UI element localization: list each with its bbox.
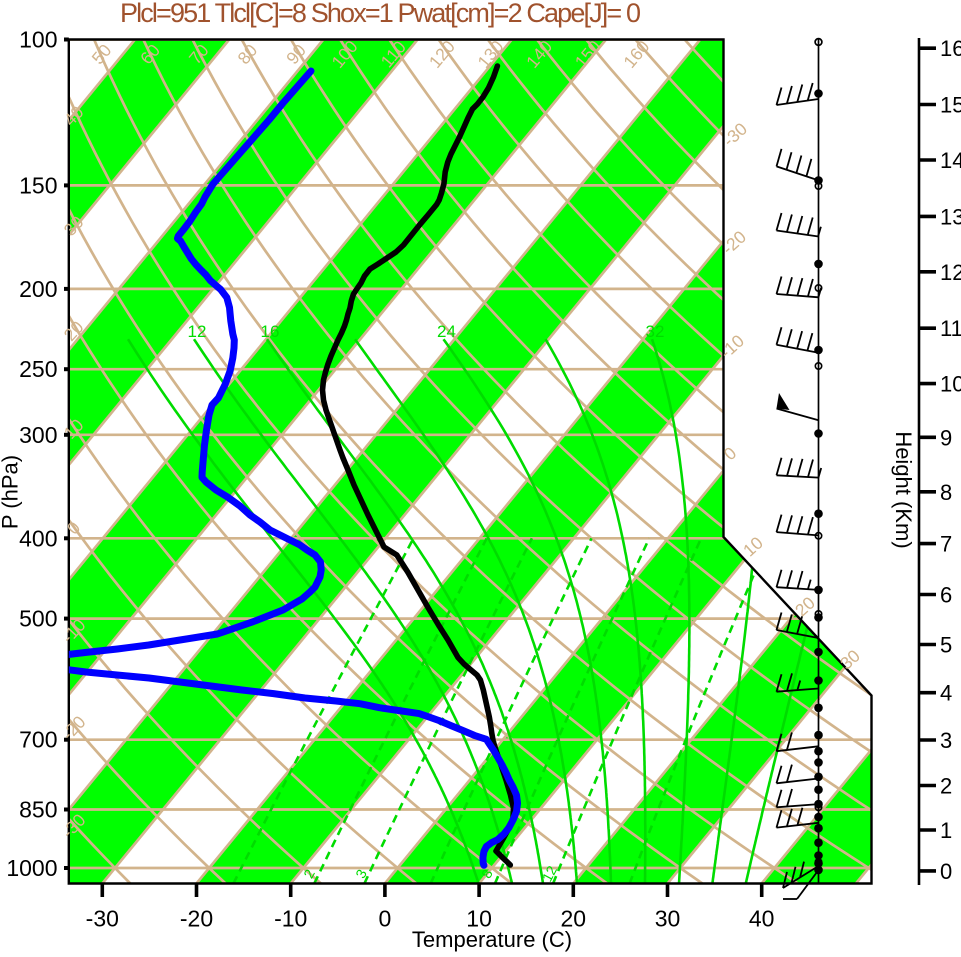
svg-text:-10: -10: [274, 906, 307, 932]
svg-text:100: 100: [19, 27, 57, 53]
svg-text:200: 200: [19, 276, 57, 302]
svg-text:850: 850: [19, 797, 57, 823]
svg-text:Height (Km): Height (Km): [891, 431, 916, 548]
svg-text:150: 150: [19, 172, 57, 198]
svg-text:300: 300: [19, 422, 57, 448]
svg-text:40: 40: [749, 906, 775, 932]
svg-text:9: 9: [940, 425, 952, 450]
svg-text:400: 400: [19, 525, 57, 551]
svg-text:1: 1: [940, 818, 952, 843]
svg-text:12: 12: [188, 322, 207, 341]
svg-text:4: 4: [940, 681, 952, 706]
svg-text:Temperature (C): Temperature (C): [412, 927, 572, 952]
svg-text:250: 250: [19, 356, 57, 382]
svg-text:500: 500: [19, 606, 57, 632]
svg-text:13: 13: [940, 204, 961, 229]
svg-text:24: 24: [437, 322, 456, 341]
svg-text:3: 3: [940, 728, 952, 753]
svg-text:700: 700: [19, 727, 57, 753]
svg-text:16: 16: [940, 36, 961, 61]
svg-text:15: 15: [940, 93, 961, 118]
svg-text:12: 12: [539, 863, 561, 884]
svg-text:0: 0: [940, 859, 952, 884]
svg-text:14: 14: [940, 148, 961, 173]
svg-text:0: 0: [379, 906, 392, 932]
svg-text:Plcl=951 Tlcl[C]=8 Shox=1 Pwat: Plcl=951 Tlcl[C]=8 Shox=1 Pwat[cm]=2 Cap…: [120, 0, 641, 28]
svg-text:11: 11: [940, 316, 961, 341]
svg-text:10: 10: [466, 906, 492, 932]
svg-text:8: 8: [940, 480, 952, 505]
svg-text:10: 10: [940, 372, 961, 397]
svg-text:12: 12: [940, 260, 961, 285]
svg-text:30: 30: [655, 906, 681, 932]
svg-text:32: 32: [646, 322, 665, 341]
svg-text:5: 5: [940, 633, 952, 658]
svg-text:-30: -30: [86, 906, 119, 932]
svg-text:16: 16: [261, 322, 280, 341]
svg-text:20: 20: [561, 906, 587, 932]
svg-text:6: 6: [940, 583, 952, 608]
svg-text:-20: -20: [180, 906, 213, 932]
svg-text:P (hPa): P (hPa): [0, 455, 23, 529]
svg-text:2: 2: [940, 774, 952, 799]
svg-text:7: 7: [940, 532, 952, 557]
svg-text:1000: 1000: [6, 855, 57, 881]
